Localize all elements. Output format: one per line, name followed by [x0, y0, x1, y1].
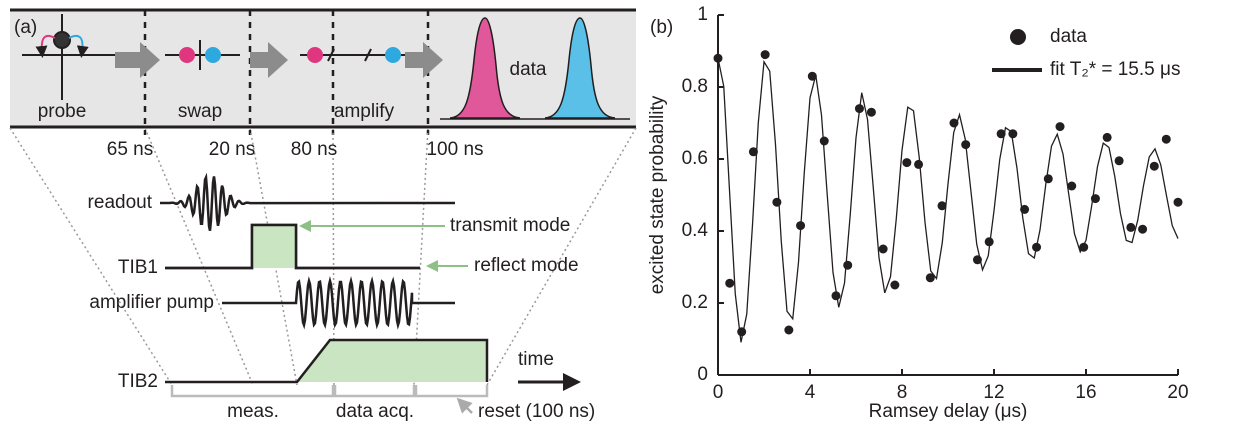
data-point [925, 273, 935, 283]
data-point [984, 237, 994, 247]
data-point [914, 159, 924, 169]
data-point [1102, 132, 1112, 142]
reset-arrow [456, 397, 473, 414]
data-point [1126, 222, 1136, 232]
data-point [843, 260, 853, 270]
data-point [1173, 197, 1183, 207]
data-point [1161, 134, 1171, 144]
panel-b: (b) Ramsey delay (μs) excited state prob… [647, 4, 1189, 422]
phase-label: reset (100 ns) [478, 401, 595, 422]
y-tick-label: 1 [697, 4, 708, 25]
panel-label: (b) [650, 17, 673, 38]
tib1-trace [165, 223, 420, 270]
legend-label: fit T₂* = 15.5 μs [1050, 59, 1180, 80]
y-tick-label: 0.8 [682, 76, 708, 97]
data-point [737, 327, 747, 337]
phase-brackets [170, 385, 489, 398]
phase-label: data acq. [336, 401, 414, 422]
duration-label: 20 ns [209, 139, 255, 160]
tib2-trace [165, 338, 489, 384]
data-point [748, 147, 758, 157]
x-tick-label: 16 [1075, 382, 1096, 403]
x-tick-label: 8 [897, 382, 908, 403]
amplify-icon [300, 47, 415, 63]
y-tick-label: 0.4 [682, 220, 709, 241]
y-tick-label: 0.6 [682, 148, 708, 169]
y-tick-label: 0 [697, 364, 708, 385]
signal-label: amplifier pump [89, 292, 214, 313]
data-point [772, 197, 782, 207]
data-point [1043, 174, 1053, 184]
data-point [784, 325, 794, 335]
data-point [819, 136, 829, 146]
stage-arrows [115, 42, 443, 78]
x-tick-label: 20 [1167, 382, 1188, 403]
stage-label: probe [38, 101, 87, 122]
data-point [1114, 156, 1124, 166]
panel-a: (a) probe swap amplify data 65 ns 20 ns … [9, 8, 637, 422]
duration-label: 65 ns [107, 139, 153, 160]
data-point [878, 244, 888, 254]
data-point [1055, 122, 1065, 132]
x-axis-label: Ramsey delay (μs) [869, 401, 1028, 422]
y-axis-label: excited state probability [647, 95, 668, 294]
swap-icon [165, 40, 240, 70]
probe-icon [22, 14, 120, 100]
data-point [1067, 181, 1077, 191]
x-tick-label: 12 [983, 382, 1004, 403]
signal-label: TIB2 [118, 371, 158, 392]
stage-label: swap [178, 101, 222, 122]
stage-label: data [510, 59, 547, 80]
legend-label: data [1050, 26, 1087, 47]
mode-label: reflect mode [474, 255, 579, 276]
x-tick-label: 4 [805, 382, 816, 403]
panel-label: (a) [14, 17, 37, 38]
stage-label: amplify [334, 101, 395, 122]
data-point [760, 50, 770, 60]
tib1-pulse [252, 225, 296, 268]
x-tick-label: 0 [713, 382, 724, 403]
data-point [1138, 224, 1148, 234]
data-point [725, 278, 735, 288]
signal-label: readout [88, 192, 153, 213]
duration-label: 80 ns [291, 139, 337, 160]
data-point [902, 158, 912, 168]
fit-line [717, 58, 1179, 343]
mode-label: transmit mode [450, 215, 570, 236]
data-point [1149, 161, 1159, 171]
data-point [866, 107, 876, 117]
y-tick-label: 0.2 [682, 292, 708, 313]
duration-label: 100 ns [426, 139, 483, 160]
data-point [890, 280, 900, 290]
legend-marker [1010, 29, 1026, 45]
data-point [831, 291, 841, 301]
data-point [937, 201, 947, 211]
time-label: time [518, 349, 554, 370]
histograms [440, 17, 630, 120]
signal-label: TIB1 [118, 257, 158, 278]
phase-label: meas. [227, 401, 279, 422]
stage-strip [10, 10, 636, 127]
tib2-pulse [297, 340, 487, 382]
